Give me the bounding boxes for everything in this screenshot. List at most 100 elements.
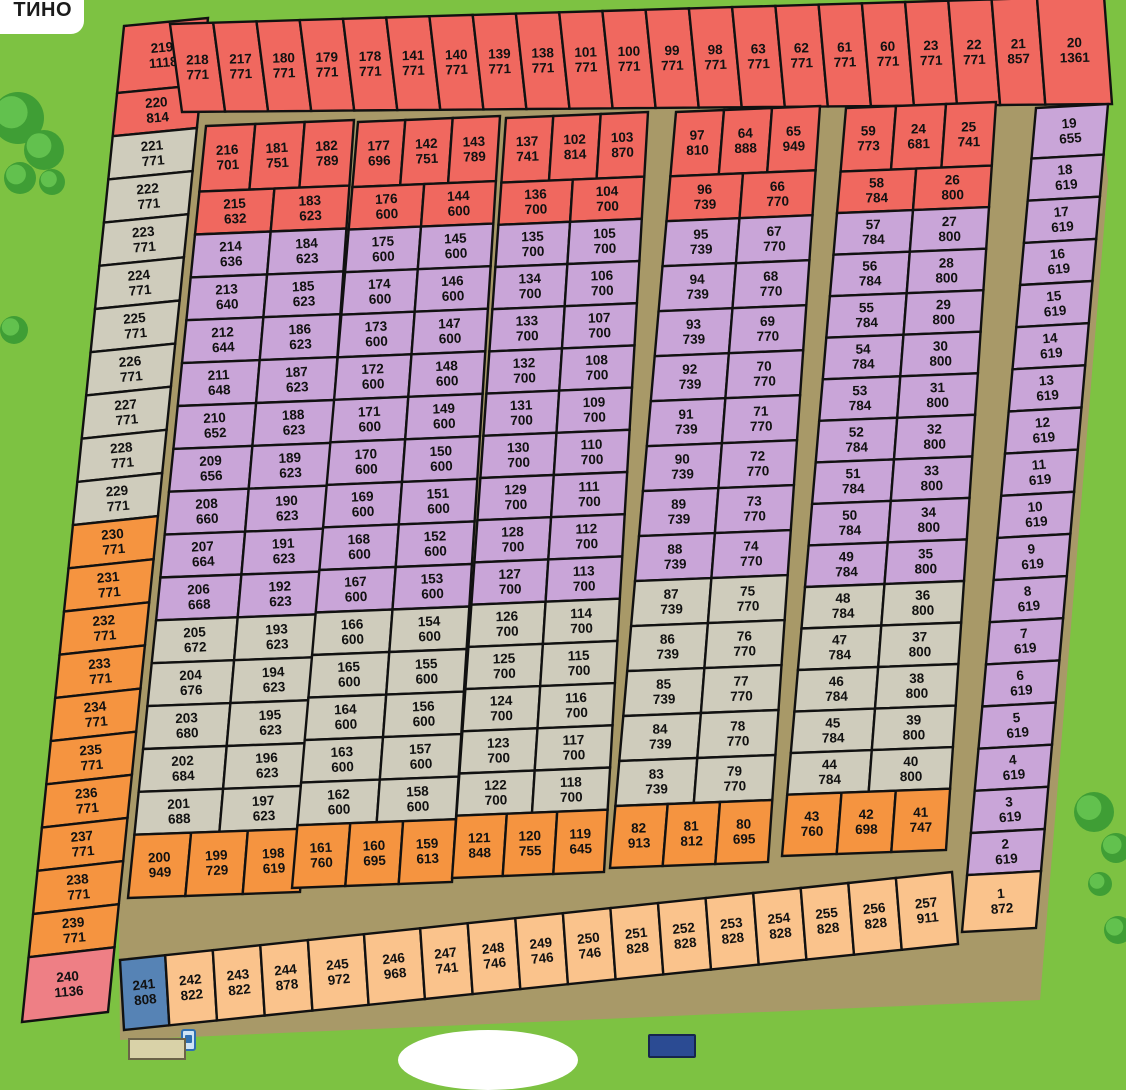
- plot-107[interactable]: [560, 301, 639, 350]
- plot-154[interactable]: [388, 605, 471, 654]
- plot-17[interactable]: [1022, 195, 1102, 245]
- plot-130[interactable]: [479, 431, 558, 480]
- plot-84[interactable]: [617, 711, 703, 763]
- plot-250[interactable]: [561, 906, 617, 986]
- plot-18[interactable]: [1026, 153, 1105, 202]
- plot-137[interactable]: [500, 114, 555, 184]
- plot-159[interactable]: [397, 817, 458, 886]
- plot-129[interactable]: [476, 473, 556, 522]
- plot-240[interactable]: [20, 945, 116, 1024]
- plot-114[interactable]: [541, 597, 622, 646]
- plot-173[interactable]: [336, 310, 416, 359]
- plot-37[interactable]: [876, 621, 963, 669]
- plot-214[interactable]: [189, 230, 273, 279]
- plot-209[interactable]: [167, 444, 254, 493]
- plot-128[interactable]: [473, 515, 553, 564]
- plot-75[interactable]: [706, 573, 789, 625]
- plot-5[interactable]: [977, 701, 1058, 750]
- plot-242[interactable]: [163, 948, 219, 1027]
- plot-113[interactable]: [544, 555, 624, 603]
- plot-88[interactable]: [633, 531, 717, 583]
- plot-91[interactable]: [645, 396, 727, 448]
- plot-115[interactable]: [538, 639, 619, 688]
- plot-70[interactable]: [724, 348, 805, 400]
- plot-123[interactable]: [458, 727, 539, 775]
- plot-255[interactable]: [799, 881, 856, 961]
- plot-46[interactable]: [793, 665, 880, 713]
- plot-82[interactable]: [608, 802, 670, 870]
- plot-165[interactable]: [307, 650, 391, 699]
- plot-164[interactable]: [303, 693, 388, 742]
- plot-15[interactable]: [1014, 279, 1094, 329]
- plot-29[interactable]: [902, 288, 985, 336]
- plot-24[interactable]: [889, 102, 948, 171]
- plot-151[interactable]: [397, 477, 479, 526]
- plot-216[interactable]: [198, 122, 257, 193]
- plot-244[interactable]: [259, 938, 314, 1017]
- plot-166[interactable]: [310, 608, 394, 657]
- plot-12[interactable]: [1003, 406, 1083, 455]
- plot-119[interactable]: [552, 808, 609, 876]
- plot-185[interactable]: [262, 270, 345, 319]
- plot-212[interactable]: [180, 315, 265, 365]
- plot-183[interactable]: [269, 184, 351, 233]
- plot-8[interactable]: [988, 574, 1069, 624]
- plot-50[interactable]: [807, 499, 893, 547]
- plot-102[interactable]: [547, 112, 602, 182]
- plot-142[interactable]: [398, 116, 454, 187]
- plot-94[interactable]: [657, 261, 738, 313]
- plot-44[interactable]: [785, 748, 874, 796]
- plot-170[interactable]: [325, 438, 407, 487]
- plot-162[interactable]: [296, 778, 382, 827]
- plot-25[interactable]: [940, 100, 998, 169]
- plot-42[interactable]: [835, 789, 898, 856]
- plot-194[interactable]: [229, 655, 318, 705]
- plot-16[interactable]: [1018, 237, 1098, 287]
- plot-182[interactable]: [298, 118, 356, 189]
- plot-10[interactable]: [996, 490, 1076, 540]
- plot-20[interactable]: [1035, 0, 1114, 106]
- plot-35[interactable]: [883, 538, 969, 586]
- plot-143[interactable]: [446, 114, 502, 185]
- plot-192[interactable]: [236, 570, 324, 619]
- plot-76[interactable]: [703, 618, 786, 670]
- plot-4[interactable]: [973, 743, 1054, 793]
- plot-31[interactable]: [895, 372, 980, 420]
- plot-125[interactable]: [464, 642, 545, 691]
- plot-81[interactable]: [661, 800, 722, 868]
- plot-121[interactable]: [450, 812, 509, 880]
- plot-39[interactable]: [870, 704, 957, 752]
- plot-97[interactable]: [669, 108, 726, 178]
- plot-191[interactable]: [240, 527, 327, 576]
- plot-64[interactable]: [717, 106, 774, 176]
- plot-87[interactable]: [629, 576, 713, 628]
- plot-69[interactable]: [727, 303, 808, 355]
- plot-103[interactable]: [595, 110, 650, 180]
- plot-116[interactable]: [536, 681, 617, 730]
- plot-251[interactable]: [609, 901, 665, 981]
- plot-47[interactable]: [796, 624, 883, 672]
- plot-78[interactable]: [695, 708, 780, 760]
- plot-132[interactable]: [485, 347, 564, 395]
- plot-66[interactable]: [738, 169, 817, 220]
- plots-layer[interactable]: 2191118220814221771222771223771224771225…: [20, 0, 1114, 1032]
- plot-156[interactable]: [381, 690, 466, 739]
- plot-134[interactable]: [491, 262, 569, 311]
- plot-203[interactable]: [141, 701, 232, 751]
- plot-109[interactable]: [555, 386, 634, 435]
- plot-176[interactable]: [347, 182, 426, 231]
- plot-34[interactable]: [886, 496, 971, 544]
- plot-6[interactable]: [980, 659, 1061, 708]
- plot-14[interactable]: [1011, 321, 1091, 371]
- plot-2[interactable]: [965, 827, 1047, 877]
- plot-38[interactable]: [873, 662, 960, 710]
- plot-map-svg[interactable]: 2191118220814221771222771223771224771225…: [0, 0, 1126, 1054]
- plot-199[interactable]: [183, 829, 250, 898]
- plot-160[interactable]: [343, 819, 405, 888]
- plot-204[interactable]: [146, 658, 236, 708]
- plot-9[interactable]: [992, 532, 1072, 582]
- plot-85[interactable]: [621, 666, 706, 718]
- plot-149[interactable]: [403, 392, 484, 441]
- plot-144[interactable]: [419, 179, 498, 228]
